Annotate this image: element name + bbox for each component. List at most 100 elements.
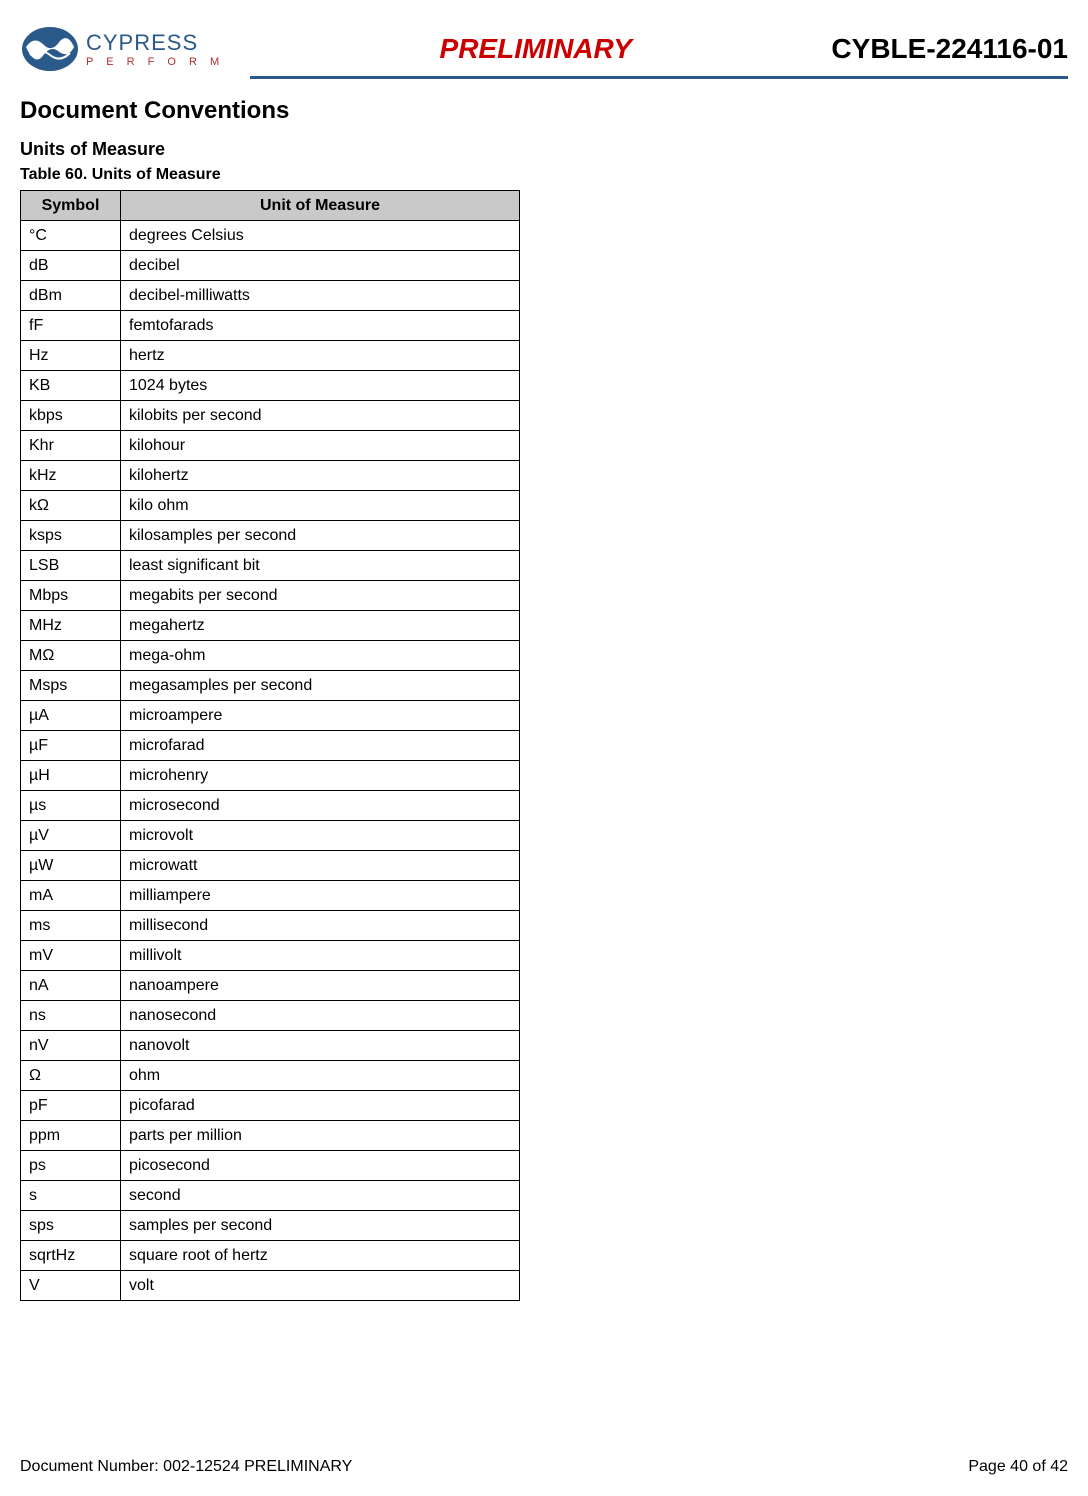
col-header-unit: Unit of Measure <box>121 191 520 221</box>
symbol-cell: sqrtHz <box>21 1241 121 1271</box>
unit-cell: microwatt <box>121 851 520 881</box>
section-title: Document Conventions <box>20 97 1068 125</box>
symbol-cell: µF <box>21 731 121 761</box>
symbol-cell: LSB <box>21 551 121 581</box>
preliminary-label: PRELIMINARY <box>240 33 831 65</box>
logo-tagline: P E R F O R M <box>86 56 224 68</box>
table-row: Ωohm <box>21 1061 520 1091</box>
unit-cell: megabits per second <box>121 581 520 611</box>
symbol-cell: Msps <box>21 671 121 701</box>
unit-cell: volt <box>121 1271 520 1301</box>
table-row: µWmicrowatt <box>21 851 520 881</box>
unit-cell: least significant bit <box>121 551 520 581</box>
unit-cell: kilo ohm <box>121 491 520 521</box>
table-row: kΩkilo ohm <box>21 491 520 521</box>
table-row: kspskilosamples per second <box>21 521 520 551</box>
unit-cell: decibel <box>121 251 520 281</box>
table-row: ssecond <box>21 1181 520 1211</box>
symbol-cell: ps <box>21 1151 121 1181</box>
symbol-cell: µV <box>21 821 121 851</box>
symbol-cell: Ω <box>21 1061 121 1091</box>
unit-cell: ohm <box>121 1061 520 1091</box>
page-number: Page 40 of 42 <box>968 1458 1068 1476</box>
unit-cell: kilohour <box>121 431 520 461</box>
unit-cell: millivolt <box>121 941 520 971</box>
symbol-cell: kbps <box>21 401 121 431</box>
table-row: pspicosecond <box>21 1151 520 1181</box>
unit-cell: samples per second <box>121 1211 520 1241</box>
symbol-cell: pF <box>21 1091 121 1121</box>
symbol-cell: ns <box>21 1001 121 1031</box>
symbol-cell: kHz <box>21 461 121 491</box>
symbol-cell: MΩ <box>21 641 121 671</box>
page-content: Document Conventions Units of Measure Ta… <box>20 79 1068 1301</box>
table-row: Mspsmegasamples per second <box>21 671 520 701</box>
subsection-title: Units of Measure <box>20 139 1068 160</box>
symbol-cell: s <box>21 1181 121 1211</box>
table-row: µVmicrovolt <box>21 821 520 851</box>
table-row: µHmicrohenry <box>21 761 520 791</box>
symbol-cell: µs <box>21 791 121 821</box>
unit-cell: kilohertz <box>121 461 520 491</box>
part-number: CYBLE-224116-01 <box>831 33 1068 65</box>
table-row: sqrtHzsquare root of hertz <box>21 1241 520 1271</box>
unit-cell: microvolt <box>121 821 520 851</box>
logo-text: CYPRESS P E R F O R M <box>86 30 224 68</box>
unit-cell: megahertz <box>121 611 520 641</box>
unit-cell: megasamples per second <box>121 671 520 701</box>
unit-cell: parts per million <box>121 1121 520 1151</box>
unit-cell: millisecond <box>121 911 520 941</box>
units-table: Symbol Unit of Measure °Cdegrees Celsius… <box>20 190 520 1301</box>
symbol-cell: KB <box>21 371 121 401</box>
table-row: µFmicrofarad <box>21 731 520 761</box>
unit-cell: nanosecond <box>121 1001 520 1031</box>
symbol-cell: Mbps <box>21 581 121 611</box>
symbol-cell: nV <box>21 1031 121 1061</box>
unit-cell: decibel-milliwatts <box>121 281 520 311</box>
unit-cell: 1024 bytes <box>121 371 520 401</box>
table-row: mVmillivolt <box>21 941 520 971</box>
col-header-symbol: Symbol <box>21 191 121 221</box>
company-logo: CYPRESS P E R F O R M <box>20 25 240 73</box>
logo-icon <box>20 25 80 73</box>
table-row: Hzhertz <box>21 341 520 371</box>
symbol-cell: Hz <box>21 341 121 371</box>
symbol-cell: dBm <box>21 281 121 311</box>
unit-cell: microfarad <box>121 731 520 761</box>
table-row: °Cdegrees Celsius <box>21 221 520 251</box>
table-row: nAnanoampere <box>21 971 520 1001</box>
table-row: dBmdecibel-milliwatts <box>21 281 520 311</box>
symbol-cell: ppm <box>21 1121 121 1151</box>
table-row: kbpskilobits per second <box>21 401 520 431</box>
table-caption: Table 60. Units of Measure <box>20 166 1068 184</box>
table-row: mAmilliampere <box>21 881 520 911</box>
table-row: MHzmegahertz <box>21 611 520 641</box>
unit-cell: degrees Celsius <box>121 221 520 251</box>
symbol-cell: µH <box>21 761 121 791</box>
unit-cell: kilosamples per second <box>121 521 520 551</box>
unit-cell: nanovolt <box>121 1031 520 1061</box>
symbol-cell: mV <box>21 941 121 971</box>
logo-name: CYPRESS <box>86 30 224 56</box>
table-row: spssamples per second <box>21 1211 520 1241</box>
unit-cell: milliampere <box>121 881 520 911</box>
symbol-cell: mA <box>21 881 121 911</box>
table-row: Khrkilohour <box>21 431 520 461</box>
document-number: Document Number: 002-12524 PRELIMINARY <box>20 1458 352 1476</box>
symbol-cell: MHz <box>21 611 121 641</box>
table-row: KB1024 bytes <box>21 371 520 401</box>
symbol-cell: dB <box>21 251 121 281</box>
table-row: µsmicrosecond <box>21 791 520 821</box>
symbol-cell: µA <box>21 701 121 731</box>
unit-cell: mega-ohm <box>121 641 520 671</box>
symbol-cell: V <box>21 1271 121 1301</box>
table-row: dBdecibel <box>21 251 520 281</box>
table-row: pFpicofarad <box>21 1091 520 1121</box>
table-row: Vvolt <box>21 1271 520 1301</box>
unit-cell: nanoampere <box>121 971 520 1001</box>
symbol-cell: nA <box>21 971 121 1001</box>
table-row: nsnanosecond <box>21 1001 520 1031</box>
unit-cell: microampere <box>121 701 520 731</box>
symbol-cell: sps <box>21 1211 121 1241</box>
unit-cell: femtofarads <box>121 311 520 341</box>
